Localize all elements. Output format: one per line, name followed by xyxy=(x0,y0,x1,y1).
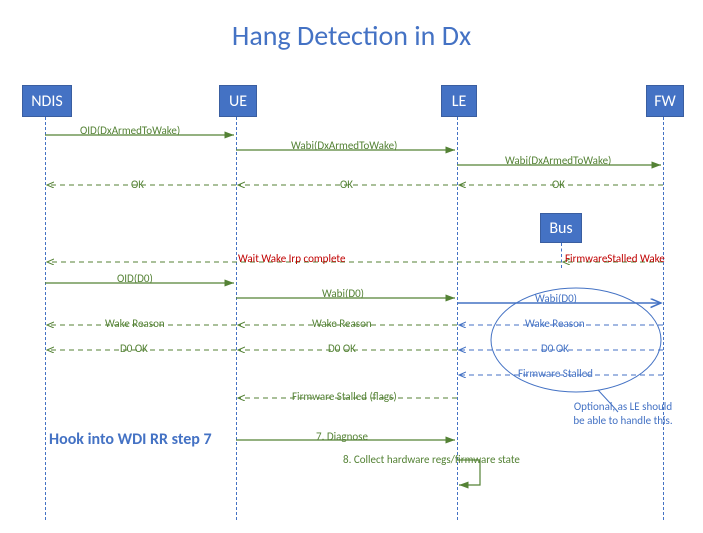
participant-ue-label: UE xyxy=(229,92,247,111)
msg-wabi-dxarmed-1: Wabi(DxArmedToWake) xyxy=(291,139,397,152)
msg-wake-reason-2: Wake Reason xyxy=(312,317,372,330)
msg-oid-d0: OID(D0) xyxy=(117,272,153,285)
diagram-title: Hang Detection in Dx xyxy=(0,18,703,53)
participant-fw-label: FW xyxy=(654,92,676,111)
msg-d0ok-1: D0 OK xyxy=(120,342,148,355)
participant-ndis: NDIS xyxy=(22,85,72,117)
msg-wait-wake: Wait Wake Irp complete xyxy=(238,252,345,265)
msg-ok-2: OK xyxy=(340,178,353,191)
msg-wabi-d0-1: Wabi(D0) xyxy=(322,287,364,300)
msg-diagnose: 7. Diagnose xyxy=(316,430,368,443)
msg-collect: 8. Collect hardware regs/firmware state xyxy=(343,453,520,466)
msg-fw-stalled-wake: FirmwareStalled Wake xyxy=(565,252,665,265)
participant-le: LE xyxy=(441,85,477,117)
annotation-optional: Optional, as LE should be able to handle… xyxy=(573,400,673,429)
msg-d0ok-2: D0 OK xyxy=(328,342,356,355)
annotation-hook: Hook into WDI RR step 7 xyxy=(49,430,212,449)
lifeline-fw xyxy=(663,117,664,520)
msg-wake-reason-3: Wake Reason xyxy=(525,317,585,330)
participant-bus: Bus xyxy=(540,213,582,243)
lifeline-ndis xyxy=(45,117,46,520)
msg-wake-reason-1: Wake Reason xyxy=(105,317,165,330)
lifeline-bus xyxy=(561,243,562,268)
participant-ue: UE xyxy=(219,85,257,117)
msg-d0ok-3: D0 OK xyxy=(541,342,569,355)
participant-fw: FW xyxy=(646,85,684,117)
msg-fw-stalled-flags: Firmware Stalled (flags) xyxy=(292,390,397,403)
msg-ok-1: OK xyxy=(131,178,144,191)
msg-wabi-dxarmed-2: Wabi(DxArmedToWake) xyxy=(505,154,611,167)
participant-ndis-label: NDIS xyxy=(31,92,63,111)
msg-ok-3: OK xyxy=(552,178,565,191)
msg-wabi-d0-2: Wabi(D0) xyxy=(535,292,577,305)
lifeline-ue xyxy=(236,117,237,520)
msg-oid-dxarmed: OID(DxArmedToWake) xyxy=(80,124,180,137)
msg-fw-stalled: Firmware Stalled xyxy=(518,367,593,380)
participant-bus-label: Bus xyxy=(549,219,572,238)
participant-le-label: LE xyxy=(452,92,467,111)
